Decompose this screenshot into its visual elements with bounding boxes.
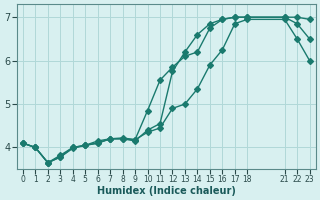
X-axis label: Humidex (Indice chaleur): Humidex (Indice chaleur)	[97, 186, 236, 196]
